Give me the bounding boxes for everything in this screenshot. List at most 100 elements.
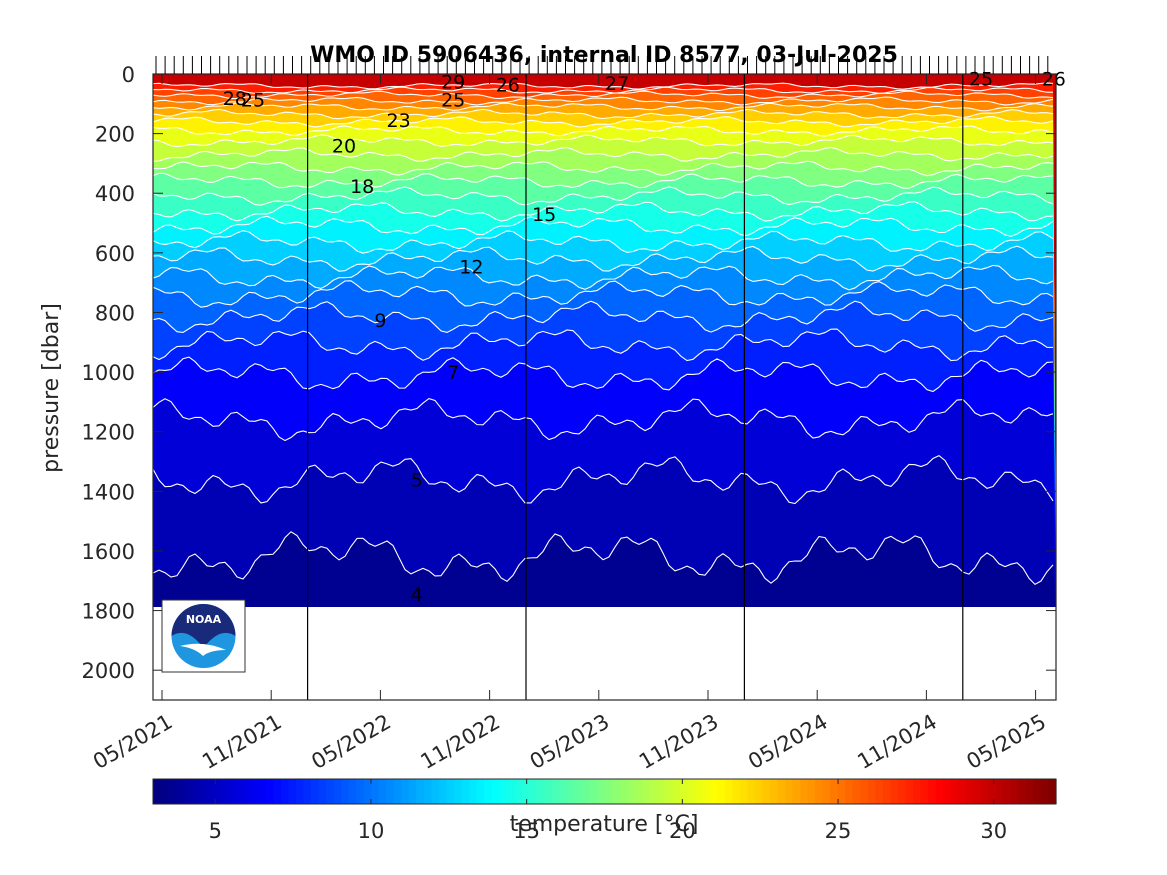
colorbar-segment [980,779,989,804]
contour-label: 27 [605,73,629,95]
y-tick-label: 1800 [82,600,135,624]
colorbar-segment [852,779,861,804]
colorbar-segment [514,779,523,804]
colorbar-segment [295,779,305,804]
colorbar-segment [875,779,884,804]
colorbar-segment [401,779,410,804]
isotherm-line [153,398,1054,442]
colorbar-segment [1025,779,1035,804]
y-tick-label: 1400 [82,480,135,504]
colorbar-tick-label: 10 [358,819,385,843]
colorbar-segment [755,779,764,804]
colorbar-segment [965,779,974,804]
colorbar-segment [461,779,470,804]
colorbar-segment [393,779,402,804]
colorbar-segment [928,779,937,804]
temperature-band [153,531,1056,607]
colorbar-segment [604,779,613,804]
colorbar-segment [837,779,846,804]
isotherm-line [153,134,1054,148]
isotherm-line [153,280,1054,308]
colorbar-segment [544,779,553,804]
y-tick-label: 200 [95,123,135,147]
x-tick-label: 05/2024 [744,710,832,774]
colorbar-segment [235,779,244,804]
colorbar-segment [627,779,636,804]
contour-label: 29 [441,71,465,93]
colorbar-segment [860,779,869,804]
colorbar-segment [905,779,914,804]
isotherm-line [153,86,1054,94]
isotherm-line [153,215,1054,237]
x-tick-label: 05/2025 [963,710,1051,774]
colorbar-segment [190,779,199,804]
colorbar-segment [521,779,530,804]
colorbar-segment [280,779,290,804]
colorbar-segment [589,779,598,804]
colorbar-segment [213,779,222,804]
colorbar-tick-label: 30 [980,819,1007,843]
isotherm-line [153,230,1054,254]
colorbar-segment [416,779,425,804]
colorbar-frame [152,778,1057,805]
y-tick-label: 0 [122,63,135,87]
colorbar-segment [250,779,259,804]
colorbar-tick-label: 20 [669,819,696,843]
contour-label: 15 [532,204,556,226]
colorbar-segment [935,779,944,804]
colorbar-segment [1018,779,1027,804]
colorbar-segment [258,779,267,804]
colorbar-segment [792,779,801,804]
colorbar-segment [777,779,786,804]
colorbar-segment [612,779,621,804]
y-tick-label: 800 [95,301,135,325]
contour-label: 23 [387,110,411,132]
colorbar-segment [581,779,591,804]
colorbar-segment [913,779,922,804]
colorbar-segment [619,779,628,804]
isotherm-line [153,300,1054,334]
colorbar-segment [702,779,711,804]
x-tick-label: 11/2024 [853,710,941,774]
colorbar-segment [168,779,177,804]
colorbar-segment [160,779,169,804]
colorbar-segment [484,779,493,804]
contour-label: 18 [350,176,374,198]
colorbar-segment [288,779,297,804]
colorbar-segment [732,779,741,804]
colorbar-segment [995,779,1004,804]
isotherm-line [153,90,1054,100]
colorbar-segment [386,779,395,804]
x-tick-label: 11/2023 [635,710,723,774]
colorbar-segment [446,779,455,804]
x-tick-label: 05/2022 [307,710,395,774]
contour-label: 25 [441,89,465,111]
isotherm-line [153,356,1054,393]
colorbar-segment [785,779,794,804]
colorbar-segment [423,779,433,804]
colorbar-segment [747,779,756,804]
colorbar-segment [243,779,252,804]
colorbar-segment [882,779,892,804]
axes-box [152,73,1057,701]
colorbar-segment [724,779,734,804]
isotherm-line [153,531,1054,586]
colorbar-segment [536,779,545,804]
colorbar-segment [845,779,854,804]
isotherm-line [153,116,1054,128]
colorbar-tick-label: 5 [209,819,222,843]
colorbar-segment [551,779,560,804]
colorbar-segment [664,779,673,804]
isotherm-line [153,96,1054,106]
colorbar-segment [958,779,967,804]
colorbar-segment [469,779,478,804]
colorbar-segment [153,779,162,804]
y-tick-label: 2000 [82,659,135,683]
colorbar-segment [717,779,726,804]
colorbar-segment [1010,779,1019,804]
noaa-logo: NOAA [161,599,246,673]
colorbar-segment [265,779,274,804]
colorbar-segment [438,779,448,804]
x-tick-label: 11/2022 [417,710,505,774]
y-axis-label: pressure [dbar] [39,303,64,473]
